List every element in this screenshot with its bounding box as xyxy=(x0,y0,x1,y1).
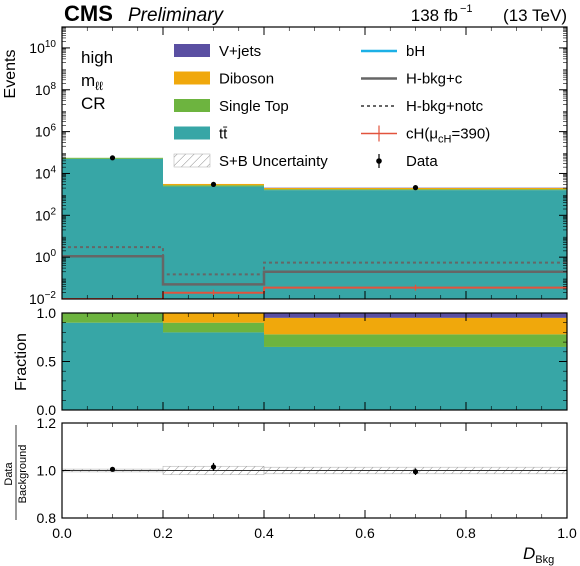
fraction-tt-bin-2 xyxy=(264,346,567,410)
xtick-label: 1.0 xyxy=(557,525,577,541)
legend-label-diboson: Diboson xyxy=(219,71,274,88)
legend-item-vjets: V+jets xyxy=(174,43,261,60)
events-panel: 10−2 100 102 104 106 108 1010 xyxy=(29,26,568,307)
events-ytick-label: 102 xyxy=(35,206,57,223)
line-h-bkg-c xyxy=(62,255,567,286)
legend-label-data: Data xyxy=(406,153,438,170)
region-line-1: high xyxy=(81,48,113,67)
events-ytick-label: 108 xyxy=(35,81,57,98)
legend-label-cH: cH(μcH=390) xyxy=(406,126,490,146)
fraction-diboson-bin-1 xyxy=(163,313,264,323)
fraction-ytick-label: 0.0 xyxy=(37,402,57,418)
fraction-ylabel: Fraction xyxy=(13,333,30,391)
fraction-single-top-bin-0 xyxy=(62,313,163,323)
events-plot-area xyxy=(62,157,567,299)
legend-item-unc: S+B Uncertainty xyxy=(173,153,328,170)
legend-item-diboson: Diboson xyxy=(174,71,274,88)
ratio-ylabel: Data Background xyxy=(3,425,29,520)
lumi-label: 138 fb xyxy=(411,6,458,25)
xtick-label: 0.2 xyxy=(153,525,173,541)
events-ytick-label: 10−2 xyxy=(29,290,56,307)
ratio-ytick-label: 0.8 xyxy=(37,510,57,526)
events-ytick-label: 100 xyxy=(35,248,57,265)
legend-label-hbkgnotc: H-bkg+notc xyxy=(406,98,484,115)
legend-swatch-data xyxy=(376,158,382,164)
region-label: high mℓℓ CR xyxy=(81,48,113,113)
legend-item-bH: bH xyxy=(361,43,425,60)
region-line-3: CR xyxy=(81,94,106,113)
legend-item-hbkgnotc: H-bkg+notc xyxy=(361,98,484,115)
legend-swatch-vjets xyxy=(174,44,210,57)
fraction-ytick-label: 0.5 xyxy=(37,354,57,370)
ratio-ytick-label: 1.0 xyxy=(37,463,57,479)
bar-tt-bin-1 xyxy=(163,186,264,299)
bar-tt-bin-0 xyxy=(62,158,163,299)
legend-label-hbkgc: H-bkg+c xyxy=(406,71,463,88)
ratio-panel: 0.8 1.0 1.2 0.0 0.2 0.4 0.6 0.8 1.0 xyxy=(37,415,577,541)
data-point-2 xyxy=(412,185,419,191)
fraction-single-top-bin-1 xyxy=(163,322,264,333)
ratio-ytick-label: 1.2 xyxy=(37,415,57,431)
fraction-plot-area xyxy=(62,313,567,410)
legend-swatch-unc xyxy=(173,153,211,168)
xtick-label: 0.6 xyxy=(355,525,375,541)
legend-swatch-ttbar xyxy=(174,126,210,140)
data-point-0 xyxy=(109,155,116,161)
legend-label-singletop: Single Top xyxy=(219,98,289,115)
legend: V+jets Diboson Single Top tt̄ S+B Uncertaint… xyxy=(173,43,490,170)
events-ytick-label: 104 xyxy=(35,164,57,181)
fraction-tt-bin-1 xyxy=(163,332,264,410)
xtick-label: 0.4 xyxy=(254,525,274,541)
legend-item-ttbar: tt̄ xyxy=(174,126,228,143)
legend-label-vjets: V+jets xyxy=(219,43,261,60)
line-h-bkg-notc xyxy=(62,246,567,276)
lumi-exponent: −1 xyxy=(460,3,473,15)
legend-item-singletop: Single Top xyxy=(174,98,289,115)
bar-tt-bin-2 xyxy=(264,190,567,299)
experiment-label: CMS xyxy=(64,1,113,26)
fraction-single-top-bin-2 xyxy=(264,334,567,347)
fraction-tt-bin-0 xyxy=(62,322,163,410)
legend-item-cH: cH(μcH=390) xyxy=(361,125,490,146)
fraction-diboson-bin-2 xyxy=(264,317,567,335)
energy-label: (13 TeV) xyxy=(503,6,567,25)
region-line-2: mℓℓ xyxy=(81,71,103,93)
events-ytick-label: 106 xyxy=(35,123,57,140)
xtick-label: 0.8 xyxy=(456,525,476,541)
ratio-point-2 xyxy=(412,469,419,475)
legend-item-data: Data xyxy=(376,153,438,170)
legend-swatch-singletop xyxy=(174,99,210,112)
status-label: Preliminary xyxy=(128,5,225,26)
xlabel: DBkg xyxy=(523,544,554,566)
data-point-1 xyxy=(210,181,217,188)
legend-label-ttbar: tt̄ xyxy=(219,126,228,143)
ratio-point-0 xyxy=(109,466,116,472)
legend-label-unc: S+B Uncertainty xyxy=(219,153,328,170)
events-ytick-label: 1010 xyxy=(29,39,56,56)
ratio-point-1 xyxy=(210,464,217,470)
events-ylabel: Events xyxy=(2,50,19,99)
ratio-ylabel-numerator: Data xyxy=(3,462,15,486)
legend-swatch-diboson xyxy=(174,71,210,85)
legend-label-bH: bH xyxy=(406,43,425,60)
ratio-ylabel-denominator: Background xyxy=(17,445,29,504)
xtick-label: 0.0 xyxy=(52,525,72,541)
fraction-ytick-label: 1.0 xyxy=(37,305,57,321)
legend-item-hbkgc: H-bkg+c xyxy=(361,71,463,88)
fraction-panel: 0.0 0.5 1.0 xyxy=(37,305,568,418)
